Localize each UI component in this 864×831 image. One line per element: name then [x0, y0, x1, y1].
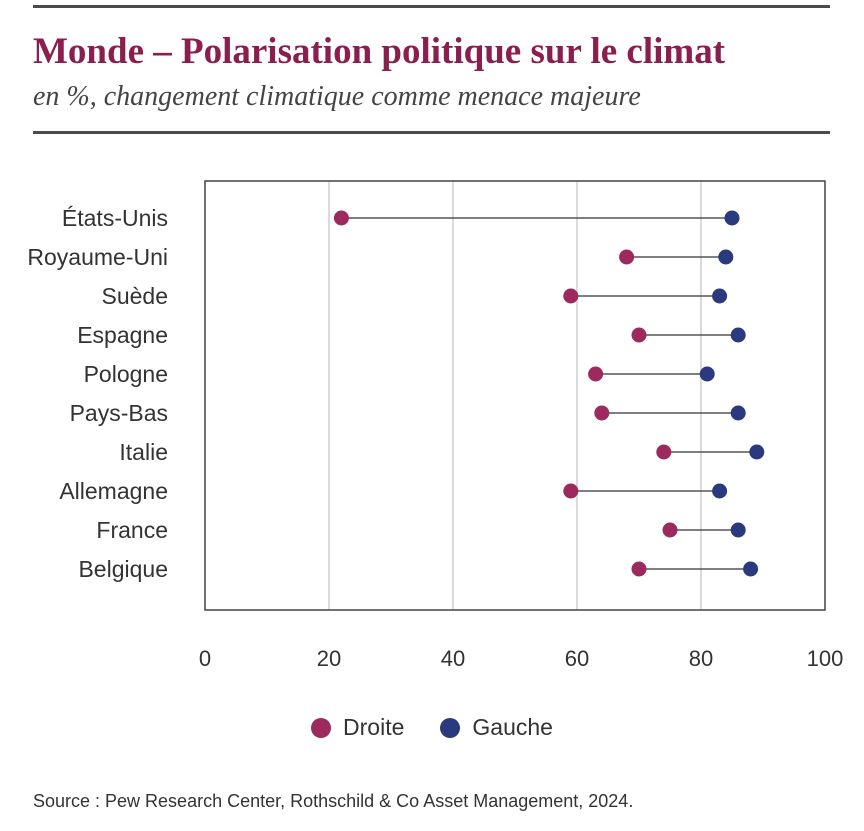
category-label: Belgique	[78, 556, 168, 582]
point-gauche	[712, 288, 728, 304]
category-label: Pays-Bas	[70, 400, 168, 426]
point-droite	[619, 249, 635, 265]
row-5: Pays-Bas	[70, 400, 746, 426]
point-gauche	[730, 327, 746, 343]
point-droite	[656, 444, 672, 460]
x-tick-label-60: 60	[565, 646, 589, 671]
point-droite	[563, 483, 579, 499]
source-note: Source : Pew Research Center, Rothschild…	[33, 791, 634, 811]
row-9: Belgique	[78, 556, 759, 582]
row-1: Royaume-Uni	[27, 244, 734, 270]
plot-frame	[204, 180, 826, 611]
point-droite	[594, 405, 610, 421]
top-rule	[33, 5, 830, 8]
category-label: Allemagne	[59, 478, 168, 504]
gridlines	[328, 181, 702, 610]
point-droite	[662, 522, 678, 538]
point-gauche	[730, 405, 746, 421]
dumbbell-chart: 0 20 40 60 80 100 États-Unis Royaume-Uni Suède E…	[27, 180, 843, 671]
x-tick-label-20: 20	[317, 646, 341, 671]
x-tick-label-80: 80	[689, 646, 713, 671]
x-tick-label-0: 0	[199, 646, 211, 671]
legend-item-droite: Droite	[311, 714, 404, 741]
row-7: Allemagne	[59, 478, 728, 504]
category-label: Italie	[119, 439, 168, 465]
category-label: Espagne	[77, 322, 168, 348]
chart-title: Monde – Polarisation politique sur le cl…	[33, 31, 726, 72]
legend-label-droite: Droite	[343, 714, 405, 740]
x-tick-label-100: 100	[807, 646, 844, 671]
legend: Droite Gauche	[0, 714, 864, 741]
point-droite	[588, 366, 604, 382]
category-label: Pologne	[84, 361, 168, 387]
category-label: Royaume-Uni	[27, 244, 168, 270]
category-label: France	[96, 517, 168, 543]
header-rule	[33, 131, 830, 134]
row-4: Pologne	[84, 361, 715, 387]
point-droite	[631, 561, 647, 577]
chart-subtitle: en %, changement climatique comme menace…	[33, 81, 641, 112]
row-3: Espagne	[77, 322, 746, 348]
category-label: Suède	[101, 283, 168, 309]
x-tick-label-40: 40	[441, 646, 465, 671]
legend-label-gauche: Gauche	[472, 714, 553, 740]
point-gauche	[749, 444, 765, 460]
row-2: Suède	[101, 283, 728, 309]
row-8: France	[96, 517, 746, 543]
category-label: États-Unis	[62, 205, 168, 231]
data-rows: États-Unis Royaume-Uni Suède Espagne Pologne…	[27, 205, 765, 582]
legend-dot-droite	[311, 717, 332, 738]
row-6: Italie	[119, 439, 765, 465]
legend-item-gauche: Gauche	[440, 714, 553, 741]
point-gauche	[730, 522, 746, 538]
point-gauche	[699, 366, 715, 382]
point-gauche	[743, 561, 759, 577]
point-droite	[631, 327, 647, 343]
point-gauche	[718, 249, 734, 265]
x-axis-ticks: 0 20 40 60 80 100	[199, 646, 843, 671]
point-gauche	[712, 483, 728, 499]
row-0: États-Unis	[62, 205, 740, 231]
legend-dot-gauche	[440, 717, 461, 738]
point-gauche	[724, 210, 740, 226]
point-droite	[333, 210, 349, 226]
point-droite	[563, 288, 579, 304]
